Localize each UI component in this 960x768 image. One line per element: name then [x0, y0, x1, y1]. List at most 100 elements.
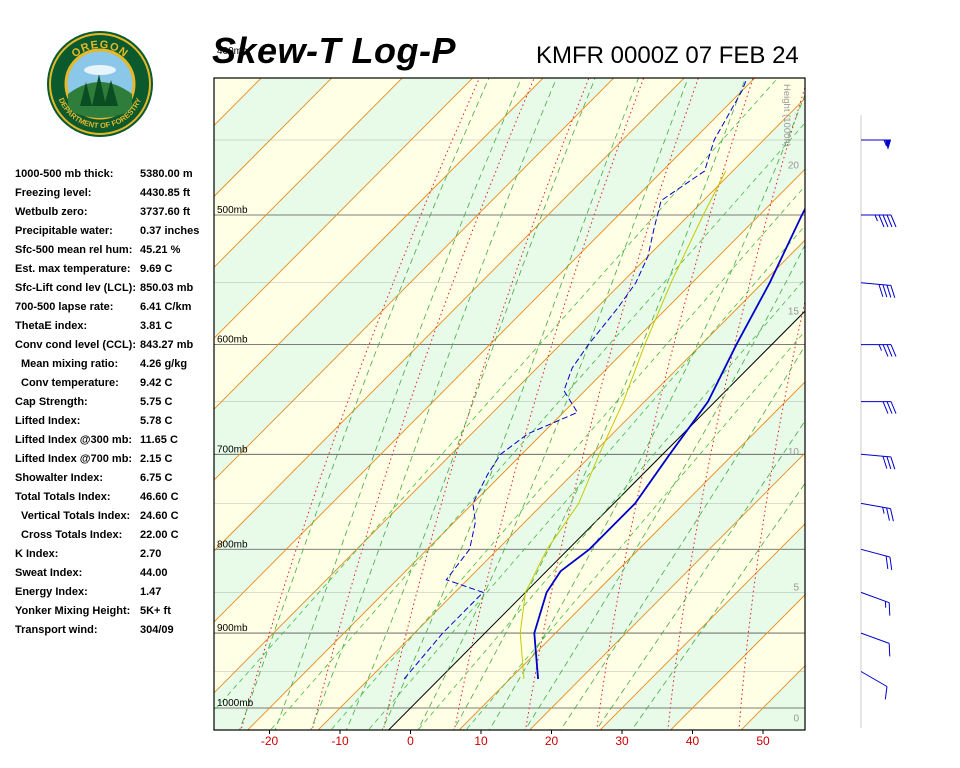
- index-label: 1000-500 mb thick:: [15, 168, 114, 180]
- height-axis-title: Height (1000ft): [781, 84, 792, 147]
- pressure-label: 400mb: [217, 46, 248, 57]
- x-tick-label: 0: [407, 734, 414, 748]
- dry-adiabat: [881, 0, 960, 768]
- index-label: Sfc-Lift cond lev (LCL):: [15, 282, 136, 294]
- x-tick-label: 40: [686, 734, 700, 748]
- station-time: KMFR 0000Z 07 FEB 24: [536, 42, 799, 69]
- height-label: 0: [793, 713, 799, 724]
- pressure-label: 600mb: [217, 335, 248, 346]
- index-label: Lifted Index @300 mb:: [15, 434, 133, 446]
- x-tick-label: 50: [756, 734, 770, 748]
- height-label: 10: [788, 447, 800, 458]
- index-value: 304/09: [140, 624, 174, 636]
- plot-frame: [213, 77, 806, 731]
- index-value: 5K+ ft: [140, 605, 171, 617]
- index-value: 4.26 g/kg: [140, 358, 188, 370]
- index-label: 700-500 lapse rate:: [15, 301, 114, 313]
- index-value: 1.47: [140, 586, 162, 598]
- mixing-ratio-line: [465, 330, 805, 730]
- isotherm: [214, 97, 805, 694]
- moist-adiabat: [560, 344, 805, 730]
- mixing-ratio-line: [330, 185, 805, 730]
- index-label: Sweat Index:: [15, 567, 83, 579]
- chart-title: Skew-T Log-P: [212, 30, 457, 71]
- wind-barb: [860, 453, 896, 470]
- x-tick-label: 30: [615, 734, 629, 748]
- index-value: 11.65 C: [140, 434, 178, 446]
- index-label: Conv temperature:: [21, 377, 119, 389]
- moist-adiabat: [488, 93, 805, 730]
- index-label: Cross Totals Index:: [21, 529, 123, 541]
- index-value: 0.37 inches: [140, 225, 200, 237]
- index-value: 850.03 mb: [140, 282, 194, 294]
- mixing-ratio-line: [367, 225, 805, 730]
- isotherm: [528, 452, 805, 730]
- index-value: 843.27 mb: [140, 339, 194, 351]
- index-value: 2.15 C: [140, 453, 173, 465]
- index-value: 22.00 C: [140, 529, 179, 541]
- pressure-label: 1000mb: [217, 698, 254, 709]
- isotherm: [458, 381, 805, 730]
- oregon-forestry-logo: OREGON DEPARTMENT OF FORESTRY: [47, 31, 153, 137]
- index-label: Energy Index:: [15, 586, 88, 598]
- wind-barb: [861, 344, 897, 357]
- index-value: 24.60 C: [140, 510, 179, 522]
- wind-barb: [860, 548, 893, 571]
- wind-barb: [861, 214, 897, 228]
- index-label: ThetaE index:: [15, 320, 88, 332]
- index-label: Cap Strength:: [15, 396, 88, 408]
- moist-adiabat: [524, 244, 805, 730]
- index-label: Lifted Index @700 mb:: [15, 453, 133, 465]
- moist-adiabat: [595, 420, 805, 730]
- index-label: Vertical Totals Index:: [21, 510, 131, 522]
- moist-adiabat: [274, 78, 523, 730]
- wind-barb: [861, 401, 897, 414]
- moist-adiabat: [345, 78, 596, 730]
- isotherm-band: [837, 0, 960, 768]
- moist-adiabat: [453, 78, 746, 730]
- mixing-ratio-line: [269, 122, 805, 730]
- mixing-ratio-line: [417, 278, 805, 730]
- index-value: 4430.85 ft: [140, 187, 191, 199]
- pressure-label: 800mb: [217, 539, 248, 550]
- zero-isotherm: [387, 310, 805, 730]
- height-label: 15: [788, 307, 800, 318]
- index-label: Est. max temperature:: [15, 263, 131, 275]
- wind-barb: [861, 139, 891, 150]
- index-label: Transport wind:: [15, 624, 98, 636]
- x-tick-label: 20: [545, 734, 559, 748]
- height-label: 20: [788, 160, 800, 171]
- index-label: Lifted Index:: [15, 415, 81, 427]
- x-tick-label: -20: [261, 734, 279, 748]
- index-label: Conv cond level (CCL):: [15, 339, 137, 351]
- x-tick-label: 10: [474, 734, 488, 748]
- moist-adiabat: [417, 78, 689, 730]
- index-label: Showalter Index:: [15, 472, 104, 484]
- index-value: 3.81 C: [140, 320, 173, 332]
- wind-barb: [860, 502, 894, 522]
- isotherm-band: [214, 98, 805, 730]
- moist-adiabat: [381, 78, 639, 730]
- index-label: Total Totals Index:: [15, 491, 111, 503]
- index-value: 3737.60 ft: [140, 206, 191, 218]
- dry-adiabat: [952, 0, 960, 768]
- wind-barb: [860, 632, 891, 657]
- index-value: 5.78 C: [140, 415, 173, 427]
- index-label: K Index:: [15, 548, 59, 560]
- index-label: Sfc-500 mean rel hum:: [15, 244, 133, 256]
- index-label: Wetbulb zero:: [15, 206, 88, 218]
- dry-adiabat: [808, 0, 960, 768]
- wind-barb: [860, 282, 896, 298]
- moist-adiabat: [239, 78, 490, 730]
- index-value: 9.42 C: [140, 377, 173, 389]
- index-label: Precipitable water:: [15, 225, 113, 237]
- pressure-label: 900mb: [217, 623, 248, 634]
- index-value: 46.60 C: [140, 491, 179, 503]
- isotherm-band: [214, 78, 805, 693]
- index-label: Yonker Mixing Height:: [15, 605, 131, 617]
- dry-adiabat: [738, 299, 805, 730]
- index-value: 6.41 C/km: [140, 301, 192, 313]
- index-value: 6.75 C: [140, 472, 173, 484]
- index-value: 44.00: [140, 567, 168, 579]
